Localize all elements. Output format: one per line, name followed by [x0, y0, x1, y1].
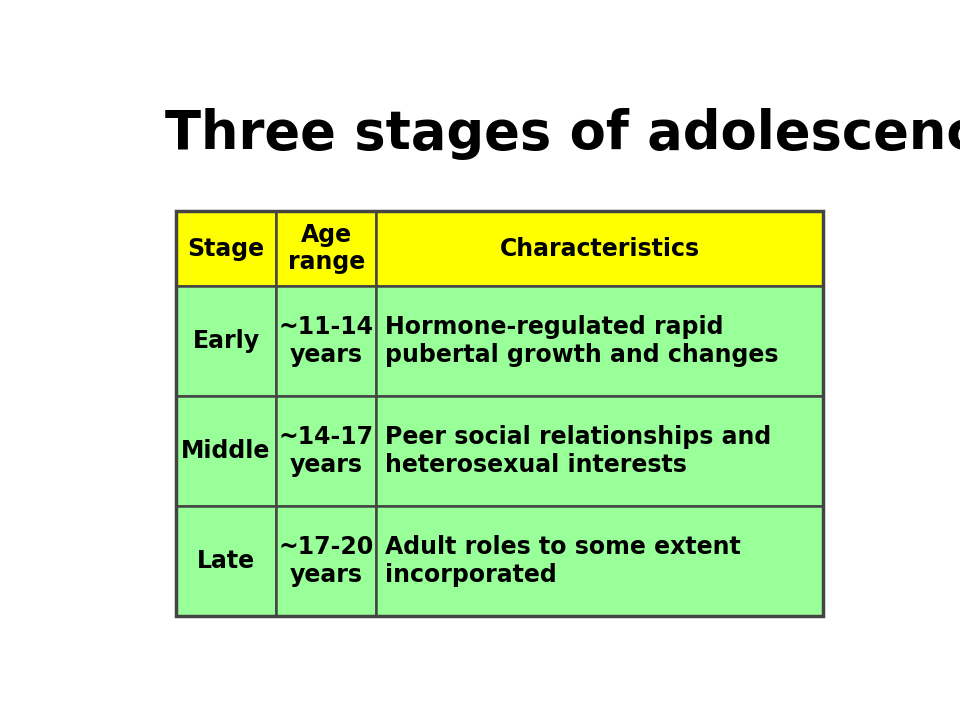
- Text: Three stages of adolescence: Three stages of adolescence: [165, 107, 960, 160]
- Bar: [376, 506, 823, 616]
- Bar: [176, 396, 276, 506]
- Text: Adult roles to some extent
incorporated: Adult roles to some extent incorporated: [385, 535, 741, 587]
- Text: Early: Early: [192, 329, 259, 353]
- Bar: [376, 396, 823, 506]
- Bar: [176, 506, 276, 616]
- Text: Stage: Stage: [187, 237, 265, 261]
- Text: Late: Late: [197, 549, 255, 573]
- Bar: [176, 286, 276, 396]
- Text: Peer social relationships and
heterosexual interests: Peer social relationships and heterosexu…: [385, 425, 772, 477]
- Text: Age
range: Age range: [288, 222, 365, 274]
- Text: Characteristics: Characteristics: [500, 237, 700, 261]
- Text: ~11-14
years: ~11-14 years: [278, 315, 373, 367]
- Bar: [176, 211, 276, 286]
- Bar: [376, 286, 823, 396]
- Bar: [176, 211, 823, 616]
- Bar: [276, 211, 376, 286]
- Bar: [276, 396, 376, 506]
- Text: Hormone-regulated rapid
pubertal growth and changes: Hormone-regulated rapid pubertal growth …: [385, 315, 779, 367]
- Text: Middle: Middle: [181, 439, 271, 463]
- Bar: [376, 211, 823, 286]
- Text: ~14-17
years: ~14-17 years: [278, 425, 373, 477]
- Bar: [276, 286, 376, 396]
- Bar: [276, 506, 376, 616]
- Text: ~17-20
years: ~17-20 years: [278, 535, 373, 587]
